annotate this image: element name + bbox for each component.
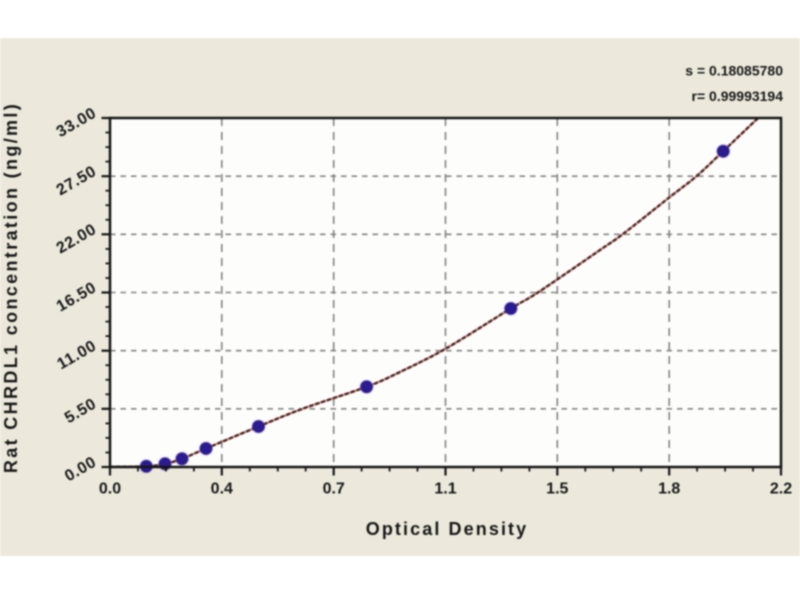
svg-text:1.1: 1.1 bbox=[434, 481, 456, 498]
svg-text:0.4: 0.4 bbox=[211, 481, 233, 498]
svg-text:s = 0.18085780: s = 0.18085780 bbox=[685, 63, 783, 79]
svg-text:2.2: 2.2 bbox=[770, 481, 792, 498]
svg-text:1.8: 1.8 bbox=[658, 481, 680, 498]
svg-text:Rat CHRDL1 concentration (ng/m: Rat CHRDL1 concentration (ng/ml) bbox=[1, 102, 21, 473]
svg-text:r= 0.99993194: r= 0.99993194 bbox=[692, 88, 784, 104]
svg-text:0.0: 0.0 bbox=[99, 481, 121, 498]
svg-text:Optical Density: Optical Density bbox=[366, 519, 529, 539]
svg-text:0.7: 0.7 bbox=[323, 481, 345, 498]
svg-text:1.5: 1.5 bbox=[546, 481, 568, 498]
